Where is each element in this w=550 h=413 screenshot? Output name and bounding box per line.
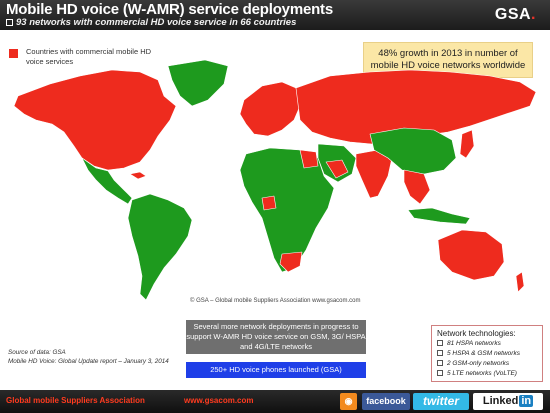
region-saudi-arabia (325, 159, 349, 179)
region-north-america (13, 69, 177, 171)
region-caribbean (129, 171, 147, 180)
checkbox-icon (6, 19, 13, 26)
network-technologies-box: Network technologies: 81 HSPA networks 5… (431, 325, 543, 382)
title-bar: Mobile HD voice (W-AMR) service deployme… (0, 0, 550, 30)
page-title: Mobile HD voice (W-AMR) service deployme… (6, 1, 333, 18)
technology-item: 5 LTE networks (VoLTE) (437, 369, 537, 379)
region-egypt (299, 149, 319, 169)
region-nigeria (261, 195, 277, 211)
footer-url[interactable]: www.gsacom.com (184, 396, 254, 405)
checkbox-icon (437, 370, 443, 376)
footer-org-name: Global mobile Suppliers Association (6, 396, 145, 405)
technology-item: 2 GSM-only networks (437, 359, 537, 369)
region-south-america (127, 193, 193, 301)
world-map-svg (13, 59, 537, 301)
page-subtitle: 93 networks with commercial HD voice ser… (6, 17, 296, 28)
checkbox-icon (437, 340, 443, 346)
twitter-button[interactable]: twitter (413, 393, 469, 410)
data-source: Source of data: GSA Mobile HD Voice: Glo… (8, 348, 169, 366)
region-china (369, 127, 457, 175)
region-australia (437, 229, 505, 281)
world-map (0, 58, 550, 308)
technology-item: 81 HSPA networks (437, 339, 537, 349)
deployments-in-progress-box: Several more network deployments in prog… (186, 320, 366, 354)
source-line-2: Mobile HD Voice: Global Update report – … (8, 358, 169, 365)
map-copyright: © GSA – Global mobile Suppliers Associat… (190, 298, 361, 304)
checkbox-icon (437, 360, 443, 366)
linkedin-button[interactable]: Linked in (473, 393, 543, 410)
region-europe (239, 81, 301, 137)
region-new-zealand (515, 271, 525, 293)
footer-bar: Global mobile Suppliers Association www.… (0, 390, 550, 413)
map-legend: Countries with commercial mobile HD voic… (9, 47, 156, 67)
legend-swatch (9, 49, 18, 58)
gsa-logo: GSA. (494, 6, 536, 23)
technology-item: 5 HSPA & GSM networks (437, 349, 537, 359)
facebook-button[interactable]: facebook (362, 393, 410, 410)
region-southeast-asia (403, 169, 431, 205)
region-central-america (81, 157, 133, 205)
legend-label: Countries with commercial mobile HD voic… (26, 47, 152, 66)
technologies-heading: Network technologies: (437, 329, 516, 338)
region-south-africa (279, 251, 303, 273)
checkbox-icon (437, 350, 443, 356)
region-indonesia (407, 207, 471, 225)
region-japan (459, 129, 475, 159)
subtitle-text: 93 networks with commercial HD voice ser… (16, 17, 297, 28)
phones-launched-box: 250+ HD voice phones launched (GSA) (186, 362, 366, 378)
rss-icon[interactable]: ◉ (340, 393, 357, 410)
source-line-1: Source of data: GSA (8, 349, 66, 356)
region-russia (295, 69, 537, 145)
region-greenland (167, 59, 229, 107)
